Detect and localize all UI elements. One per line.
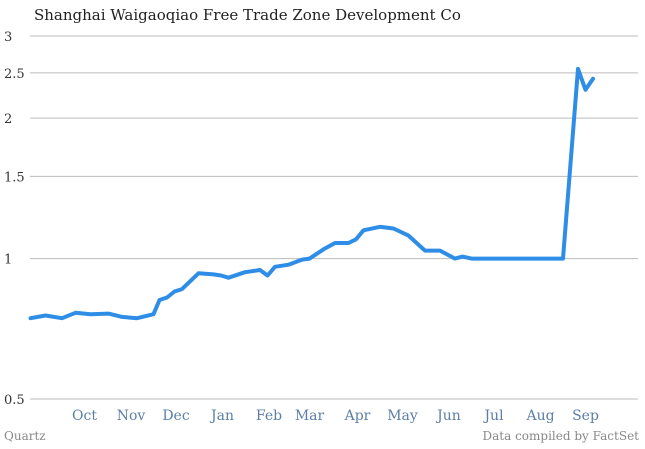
x-tick-label: Sep: [572, 408, 599, 424]
x-tick-label: Feb: [256, 408, 282, 424]
y-tick-label: 0.5: [4, 393, 25, 408]
x-axis-ticks: Oct Nov Dec Jan Feb Mar Apr May Jun Jul Aug Sep: [72, 408, 599, 424]
y-tick-label: 2: [4, 112, 12, 127]
y-tick-label: 1: [4, 253, 12, 268]
footer-source-right: Data compiled by FactSet: [482, 429, 639, 443]
y-tick-label: 3: [4, 30, 12, 45]
series-layer: [28, 66, 595, 321]
x-tick-label: Apr: [344, 408, 371, 424]
y-tick-label: 1.5: [4, 170, 25, 185]
y-tick-label: 2.5: [4, 67, 25, 82]
x-tick-label: Aug: [525, 408, 554, 424]
chart-title: Shanghai Waigaoqiao Free Trade Zone Deve…: [34, 6, 461, 24]
x-tick-label: Jun: [435, 408, 461, 424]
y-axis-ticks: 0.5 1 1.5 2 2.5 3: [4, 30, 25, 408]
x-tick-label: Jul: [482, 408, 504, 424]
x-tick-label: May: [387, 408, 418, 424]
x-tick-label: Oct: [72, 408, 97, 424]
price-series-line: [28, 66, 595, 321]
x-tick-label: Nov: [117, 408, 146, 424]
x-tick-label: Dec: [162, 408, 190, 424]
footer-source-left: Quartz: [4, 429, 46, 443]
x-tick-label: Mar: [295, 408, 325, 424]
gridlines: [30, 35, 638, 400]
x-tick-label: Jan: [209, 408, 234, 424]
